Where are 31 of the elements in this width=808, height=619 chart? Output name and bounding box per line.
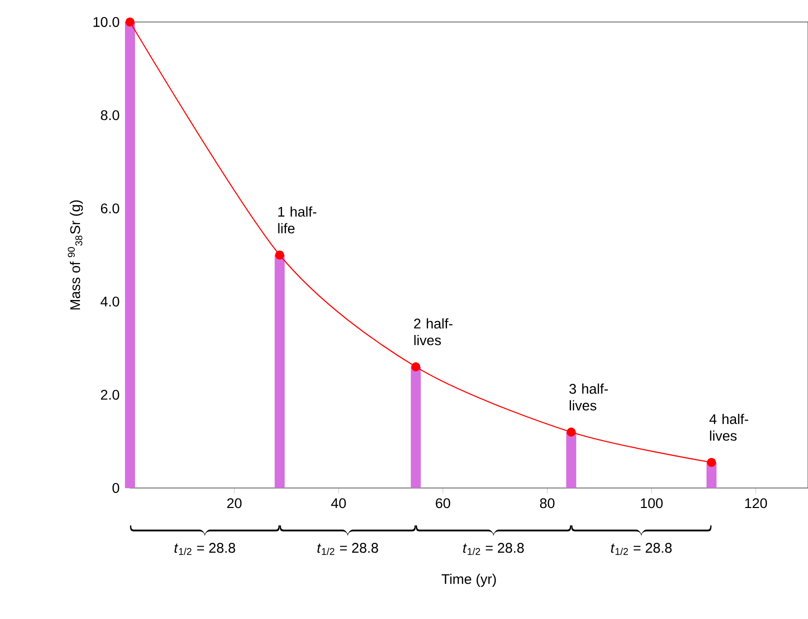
point — [411, 362, 420, 372]
y-tick-label: 2.0 — [100, 390, 120, 400]
bar — [274, 255, 285, 488]
text: t$_{1/2}$ = 28.8 — [174, 543, 236, 556]
x-tick-label: 20 — [227, 498, 242, 508]
point — [125, 18, 135, 27]
x-tick-label: 60 — [436, 498, 450, 508]
x-tick-label: 100 — [640, 498, 663, 508]
x-tick-label: 120 — [745, 498, 767, 508]
y-tick-label: 8.0 — [100, 110, 120, 120]
point — [566, 428, 576, 437]
text: t$_{1/2}$ = 28.8 — [611, 543, 672, 556]
y-axis-title: Mass of $^{90}$$_{38}$Sr (g) — [68, 200, 83, 310]
x-tick-label: 80 — [540, 498, 554, 508]
point — [706, 458, 716, 468]
y-tick-label: 0 — [112, 483, 120, 494]
bar — [566, 432, 576, 488]
annotation: 2 half-lives — [414, 318, 452, 346]
annotation: 1 half-life — [278, 206, 316, 234]
y-tick-label: 10.0 — [94, 17, 120, 28]
annotation: 4 half-lives — [709, 414, 748, 441]
annotation: 3 half-lives — [569, 384, 608, 411]
x-axis-title: Time (yr) — [442, 574, 496, 587]
bar — [125, 22, 136, 488]
text: t$_{1/2}$ = 28.8 — [317, 543, 378, 556]
y-tick-label: 4.0 — [100, 296, 120, 307]
x-tick-label: 40 — [331, 498, 346, 508]
text: t$_{1/2}$ = 28.8 — [463, 543, 524, 556]
bar — [410, 367, 421, 488]
point — [275, 250, 284, 260]
y-tick-label: 6.0 — [100, 204, 120, 214]
